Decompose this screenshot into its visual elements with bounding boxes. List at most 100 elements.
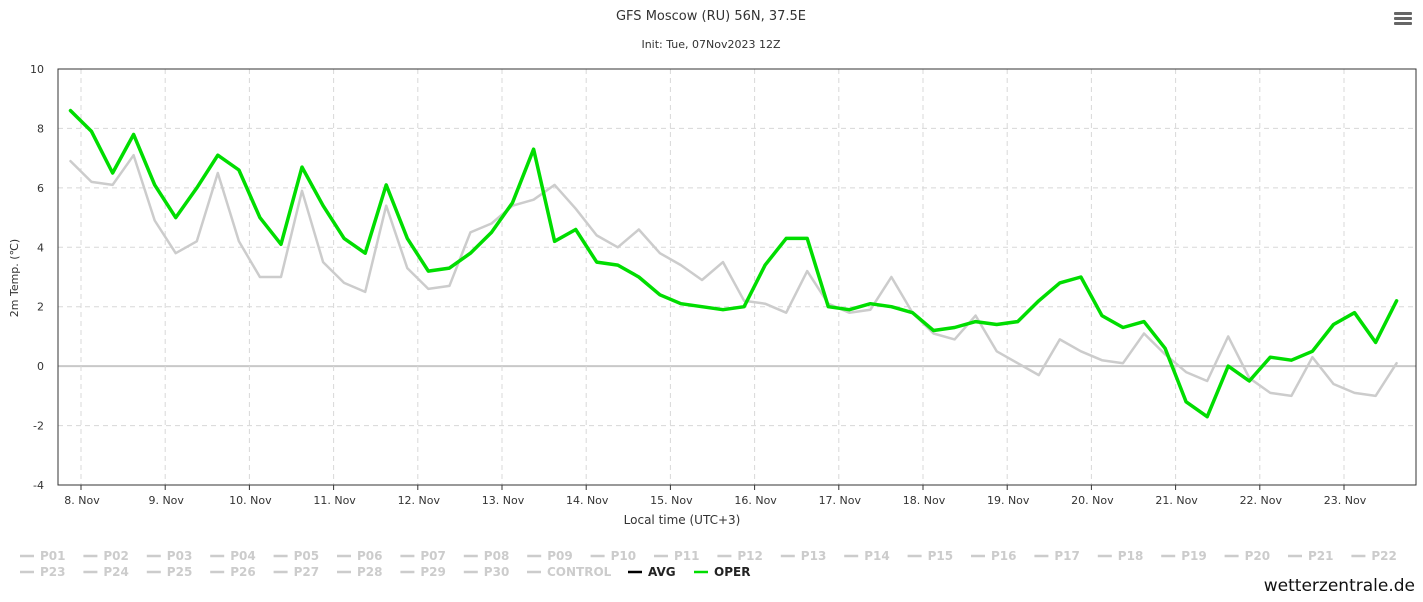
legend-label: P03 <box>167 549 193 563</box>
x-tick-label: 21. Nov <box>1155 494 1198 507</box>
legend-item-p05[interactable]: P05 <box>273 549 320 563</box>
legend-item-p28[interactable]: P28 <box>337 565 383 579</box>
legend-label: P27 <box>294 565 320 579</box>
legend-item-p08[interactable]: P08 <box>463 549 510 563</box>
legend-label: AVG <box>648 565 676 579</box>
legend-item-p01[interactable]: P01 <box>20 549 66 563</box>
legend-label: P29 <box>420 565 446 579</box>
legend-item-p26[interactable]: P26 <box>210 565 256 579</box>
legend-item-avg[interactable]: AVG <box>628 565 676 579</box>
legend-label: P26 <box>230 565 256 579</box>
series-line-oper <box>68 108 1399 419</box>
legend-item-p10[interactable]: P10 <box>590 549 637 563</box>
legend-label: P14 <box>864 549 890 563</box>
legend-item-p29[interactable]: P29 <box>400 565 446 579</box>
x-tick-label: 13. Nov <box>482 494 525 507</box>
y-tick-label: 10 <box>30 63 44 76</box>
legend-item-p06[interactable]: P06 <box>337 549 383 563</box>
legend-label: P10 <box>611 549 637 563</box>
legend-item-p11[interactable]: P11 <box>654 549 700 563</box>
watermark: wetterzentrale.de <box>1263 576 1415 596</box>
legend-label: P08 <box>484 549 510 563</box>
y-tick-label: 8 <box>37 122 44 135</box>
legend: P01 P02 P03 P04 P05 P06 P07 P08 P09 P10 P11 P12 P13 P… <box>20 549 1397 579</box>
chart-subtitle: Init: Tue, 07Nov2023 12Z <box>641 38 781 51</box>
legend-label: P25 <box>167 565 193 579</box>
legend-item-p27[interactable]: P27 <box>273 565 320 579</box>
y-tick-label: -4 <box>33 479 44 492</box>
legend-label: P24 <box>103 565 128 579</box>
x-tick-label: 12. Nov <box>398 494 441 507</box>
y-tick-label: 2 <box>37 301 44 314</box>
y-tick-label: 0 <box>37 360 44 373</box>
legend-label: P20 <box>1245 549 1271 563</box>
legend-label: P22 <box>1371 549 1397 563</box>
legend-item-p12[interactable]: P12 <box>717 549 763 563</box>
x-tick-label: 14. Nov <box>566 494 609 507</box>
legend-label: P01 <box>40 549 66 563</box>
legend-label: P07 <box>420 549 446 563</box>
legend-item-p30[interactable]: P30 <box>463 565 510 579</box>
x-tick-label: 23. Nov <box>1324 494 1367 507</box>
legend-item-p03[interactable]: P03 <box>146 549 193 563</box>
x-tick-label: 16. Nov <box>734 494 777 507</box>
series-layer <box>68 108 1399 419</box>
legend-item-p09[interactable]: P09 <box>527 549 573 563</box>
legend-item-p23[interactable]: P23 <box>20 565 66 579</box>
legend-item-p21[interactable]: P21 <box>1288 549 1334 563</box>
legend-item-p07[interactable]: P07 <box>400 549 446 563</box>
legend-label: P06 <box>357 549 383 563</box>
series-line-control <box>69 153 1398 398</box>
legend-item-p04[interactable]: P04 <box>210 549 256 563</box>
x-axis-label: Local time (UTC+3) <box>624 513 741 527</box>
y-tick-label: 6 <box>37 182 44 195</box>
y-axis-label: 2m Temp. (℃) <box>8 239 21 317</box>
legend-label: P13 <box>801 549 827 563</box>
x-tick-label: 9. Nov <box>148 494 184 507</box>
legend-item-p18[interactable]: P18 <box>1097 549 1144 563</box>
chart-title: GFS Moscow (RU) 56N, 37.5E <box>616 9 806 24</box>
legend-item-p22[interactable]: P22 <box>1351 549 1397 563</box>
legend-label: P17 <box>1054 549 1080 563</box>
x-tick-label: 15. Nov <box>650 494 693 507</box>
legend-label: P05 <box>294 549 320 563</box>
hamburger-menu-icon[interactable] <box>1392 10 1414 30</box>
x-tick-label: 10. Nov <box>229 494 272 507</box>
y-tick-label: -2 <box>33 420 44 433</box>
legend-label: P30 <box>484 565 510 579</box>
x-tick-label: 19. Nov <box>987 494 1030 507</box>
legend-label: P19 <box>1181 549 1207 563</box>
axis-layer: -4 -2 0 2 4 6 8 10 8. Nov 9. Nov 10. Nov 11. Nov 12.… <box>30 63 1417 507</box>
x-tick-label: 17. Nov <box>819 494 862 507</box>
legend-label: P09 <box>547 549 573 563</box>
legend-item-oper[interactable]: OPER <box>694 565 750 579</box>
legend-label: P02 <box>103 549 128 563</box>
legend-item-p15[interactable]: P15 <box>907 549 954 563</box>
legend-label: P15 <box>928 549 954 563</box>
legend-item-p24[interactable]: P24 <box>83 565 129 579</box>
legend-item-p25[interactable]: P25 <box>146 565 193 579</box>
legend-item-p20[interactable]: P20 <box>1224 549 1271 563</box>
legend-item-p16[interactable]: P16 <box>971 549 1017 563</box>
legend-item-control[interactable]: CONTROL <box>527 565 612 579</box>
x-tick-label: 22. Nov <box>1240 494 1283 507</box>
legend-label: P12 <box>737 549 763 563</box>
legend-label: P18 <box>1118 549 1144 563</box>
legend-label: P04 <box>230 549 256 563</box>
legend-label: OPER <box>714 565 750 579</box>
legend-item-p17[interactable]: P17 <box>1034 549 1080 563</box>
legend-label: CONTROL <box>547 565 612 579</box>
legend-label: P16 <box>991 549 1017 563</box>
legend-item-p13[interactable]: P13 <box>780 549 827 563</box>
legend-label: P21 <box>1308 549 1334 563</box>
x-tick-label: 8. Nov <box>64 494 100 507</box>
legend-item-p02[interactable]: P02 <box>83 549 129 563</box>
legend-item-p19[interactable]: P19 <box>1161 549 1207 563</box>
legend-label: P11 <box>674 549 700 563</box>
y-tick-label: 4 <box>37 241 44 254</box>
legend-item-p14[interactable]: P14 <box>844 549 890 563</box>
x-tick-label: 18. Nov <box>903 494 946 507</box>
legend-label: P28 <box>357 565 383 579</box>
plot-frame <box>57 68 1417 486</box>
